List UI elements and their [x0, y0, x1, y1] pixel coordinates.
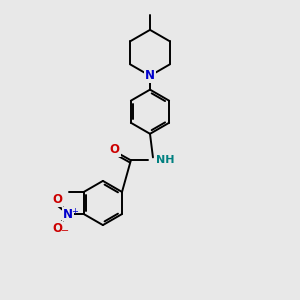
Text: NH: NH: [156, 155, 174, 165]
Text: O: O: [52, 222, 62, 235]
Text: O: O: [110, 143, 120, 157]
Text: N: N: [63, 208, 73, 220]
Text: O: O: [52, 193, 62, 206]
Text: N: N: [145, 69, 155, 82]
Text: −: −: [61, 226, 69, 236]
Text: +: +: [71, 207, 78, 216]
